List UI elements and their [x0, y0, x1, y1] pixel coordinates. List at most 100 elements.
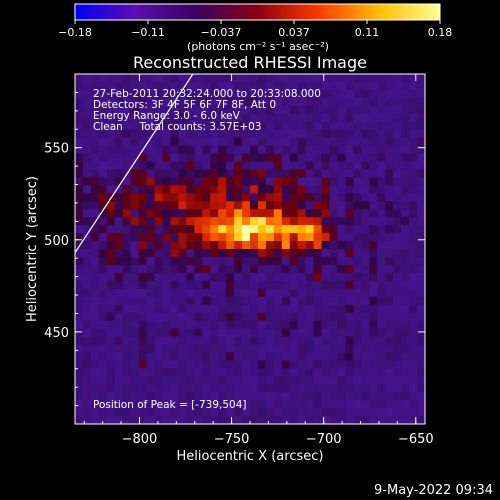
heatmap-cell	[90, 81, 100, 91]
heatmap-cell	[353, 328, 362, 337]
heatmap-cell	[210, 113, 219, 123]
heatmap-cell	[186, 177, 195, 186]
heatmap-cell	[321, 376, 330, 385]
heatmap-cell	[98, 272, 108, 282]
heatmap-cell	[186, 344, 195, 353]
heatmap-cell	[345, 121, 354, 131]
heatmap-cell	[250, 376, 259, 385]
heatmap-cell	[417, 400, 425, 409]
heatmap-cell	[146, 177, 155, 186]
heatmap-cell	[385, 312, 394, 321]
heatmap-cell	[162, 328, 171, 337]
heatmap-cell	[337, 296, 346, 306]
heatmap-cell	[170, 384, 179, 393]
heatmap-cell	[194, 209, 203, 218]
heatmap-cell	[162, 113, 171, 123]
heatmap-cell	[385, 304, 394, 314]
heatmap-cell	[265, 217, 275, 226]
heatmap-cell	[393, 89, 402, 99]
heatmap-cell	[98, 312, 108, 321]
heatmap-cell	[186, 145, 195, 154]
heatmap-cell	[114, 344, 124, 353]
heatmap-cell	[393, 105, 402, 115]
heatmap-cell	[90, 161, 100, 170]
heatmap-cell	[417, 225, 425, 234]
heatmap-cell	[393, 209, 402, 218]
heatmap-cell	[273, 272, 283, 282]
heatmap-cell	[170, 153, 179, 162]
heatmap-cell	[337, 288, 346, 298]
heatmap-cell	[281, 360, 291, 369]
heatmap-cell	[82, 209, 92, 218]
heatmap-cell	[242, 121, 251, 131]
heatmap-cell	[409, 352, 418, 361]
heatmap-cell	[146, 360, 155, 369]
heatmap-cell	[186, 384, 195, 393]
heatmap-cell	[210, 288, 219, 298]
heatmap-cell	[138, 129, 147, 139]
heatmap-cell	[281, 312, 291, 321]
heatmap-cell	[313, 129, 322, 139]
heatmap-cell	[90, 177, 100, 186]
heatmap-cell	[210, 201, 219, 210]
heatmap-cell	[385, 169, 394, 178]
heatmap-cell	[361, 368, 370, 377]
heatmap-cell	[273, 105, 283, 115]
heatmap-cell	[329, 74, 338, 83]
heatmap-cell	[305, 105, 315, 115]
heatmap-cell	[82, 328, 92, 337]
heatmap-cell	[82, 416, 92, 424]
heatmap-cell	[218, 280, 227, 290]
heatmap-cell	[138, 288, 147, 298]
heatmap-cell	[226, 169, 235, 178]
heatmap-cell	[297, 312, 307, 321]
heatmap-cell	[82, 97, 92, 107]
heatmap-cell	[242, 74, 251, 83]
heatmap-cell	[305, 312, 315, 321]
heatmap-cell	[138, 249, 147, 258]
heatmap-cell	[273, 320, 283, 329]
heatmap-cell	[250, 280, 259, 290]
heatmap-cell	[226, 249, 235, 258]
heatmap-cell	[130, 312, 140, 321]
heatmap-cell	[297, 384, 307, 393]
heatmap-cell	[281, 74, 291, 83]
heatmap-cell	[289, 376, 299, 385]
heatmap-cell	[377, 312, 386, 321]
heatmap-cell	[409, 74, 418, 83]
heatmap-cell	[385, 376, 394, 385]
heatmap-cell	[226, 304, 235, 314]
heatmap-cell	[289, 177, 299, 186]
heatmap-cell	[90, 249, 100, 258]
heatmap-cell	[257, 137, 267, 146]
heatmap-cell	[154, 241, 163, 250]
heatmap-cell	[393, 368, 402, 377]
heatmap-cell	[393, 352, 402, 361]
heatmap-cell	[218, 249, 227, 258]
heatmap-cell	[210, 320, 219, 329]
heatmap-cell	[257, 328, 267, 337]
heatmap-cell	[186, 328, 195, 337]
heatmap-cell	[417, 320, 425, 329]
heatmap-cell	[90, 233, 100, 242]
heatmap-cell	[114, 145, 124, 154]
heatmap-cell	[202, 376, 211, 385]
heatmap-cell	[75, 145, 84, 154]
heatmap-cell	[345, 416, 354, 424]
heatmap-cell	[265, 137, 275, 146]
heatmap-cell	[210, 384, 219, 393]
heatmap-cell	[226, 201, 235, 210]
heatmap-cell	[345, 225, 354, 234]
heatmap-cell	[409, 280, 418, 290]
heatmap-cell	[250, 121, 259, 131]
heatmap-cell	[281, 169, 291, 178]
heatmap-cell	[417, 105, 425, 115]
heatmap-cell	[273, 225, 283, 234]
heatmap-cell	[75, 272, 84, 282]
heatmap-cell	[313, 408, 322, 417]
heatmap-cell	[75, 328, 84, 337]
heatmap-cell	[297, 344, 307, 353]
heatmap-cell	[401, 256, 410, 266]
heatmap-cell	[234, 177, 243, 186]
heatmap-cell	[202, 241, 211, 250]
